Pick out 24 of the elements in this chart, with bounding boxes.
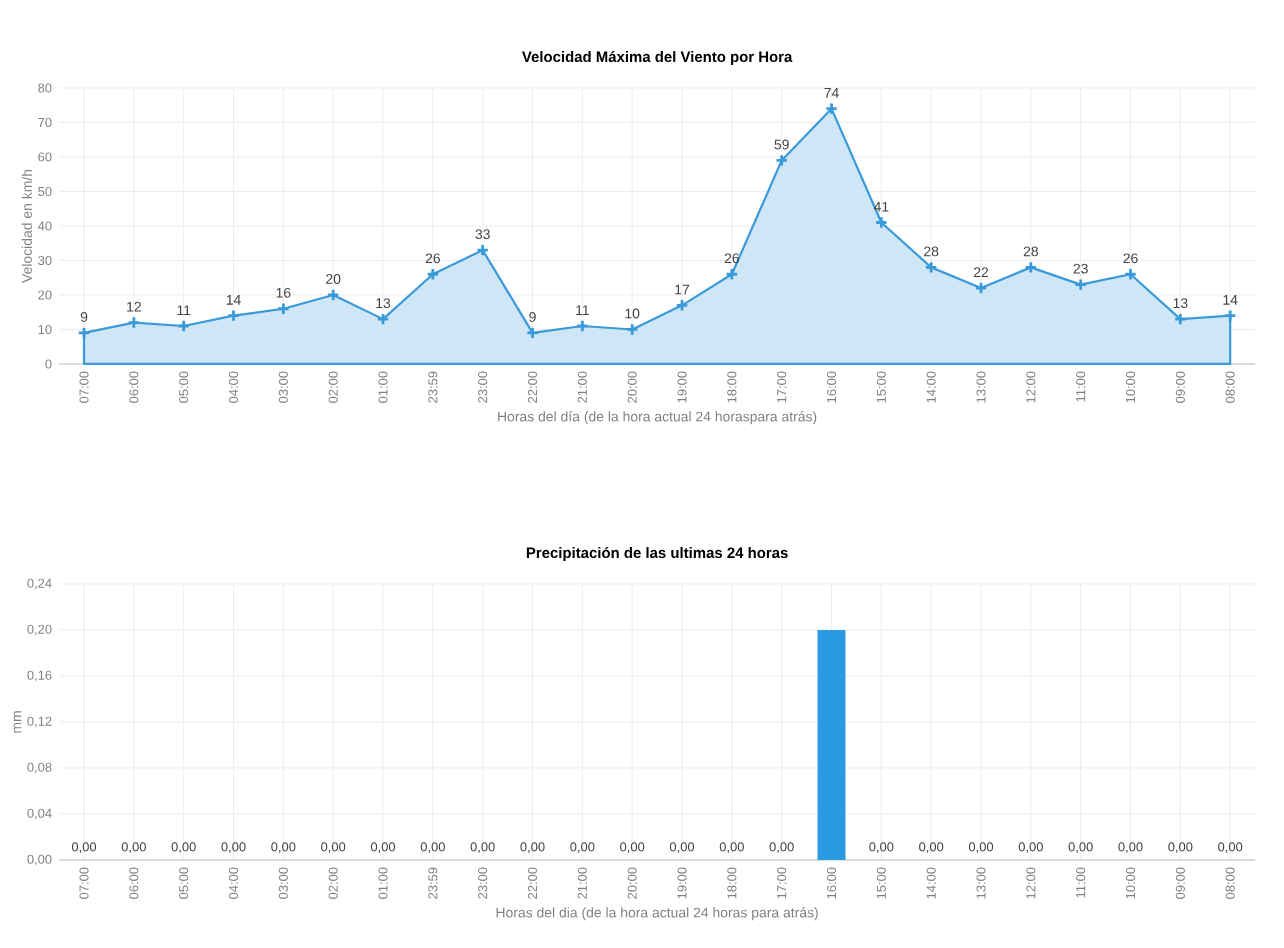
point xyxy=(1173,312,1187,326)
point xyxy=(1024,260,1038,274)
point xyxy=(77,326,91,340)
point xyxy=(376,312,390,326)
point xyxy=(1223,309,1237,323)
point xyxy=(127,315,141,330)
point xyxy=(525,326,540,340)
point xyxy=(874,215,888,230)
point xyxy=(1123,267,1138,281)
point xyxy=(675,298,689,312)
point xyxy=(625,322,639,337)
point xyxy=(426,267,440,281)
point xyxy=(326,288,340,302)
point xyxy=(725,267,739,281)
point xyxy=(924,260,938,274)
point xyxy=(824,102,839,116)
point xyxy=(476,243,490,257)
point xyxy=(575,319,589,333)
point xyxy=(177,319,191,333)
point xyxy=(1074,278,1088,292)
point xyxy=(226,309,241,323)
point xyxy=(276,302,290,316)
point xyxy=(775,153,789,168)
point xyxy=(974,281,988,295)
